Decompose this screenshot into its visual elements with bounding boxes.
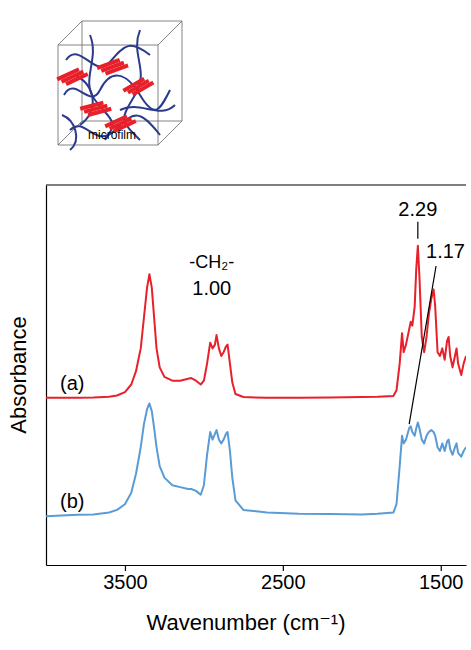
x-tick-mark xyxy=(441,565,442,571)
annotation-leader xyxy=(409,266,436,424)
crystal-stack xyxy=(80,99,112,118)
annotation: 1.00 xyxy=(192,277,231,299)
x-axis-title: Wavenumber (cm⁻¹) xyxy=(146,610,345,635)
cube-edge xyxy=(158,121,182,145)
crystal-sheet xyxy=(65,72,88,86)
crystal-stack xyxy=(122,74,154,99)
y-axis-line xyxy=(46,186,47,566)
polymer-chain xyxy=(64,76,170,110)
x-tick-mark xyxy=(283,565,284,571)
annotation-tick xyxy=(417,222,418,239)
polymer-chain xyxy=(75,75,93,125)
crystal-stack xyxy=(56,65,88,89)
texts: (a) (b) -CH₂- 1.00 2.29 1.17 Wavenumber (cm⁻¹)… xyxy=(6,198,465,635)
frame-top xyxy=(46,184,466,185)
cube-edge xyxy=(58,121,82,145)
series-label: (b) xyxy=(60,490,84,512)
cube-edge xyxy=(158,21,182,45)
polymer-chain xyxy=(120,105,175,111)
inset-cube: microfilm xyxy=(56,21,182,150)
chart: 3500 2500 1500 (a) (b) -CH₂- 1.00 2.29 1.17 Waven… xyxy=(0,0,471,650)
annotation: 1.17 xyxy=(426,240,465,262)
y-axis-title: Absorbance xyxy=(6,316,31,433)
inset-label: microfilm xyxy=(88,128,136,142)
crystal-sheet xyxy=(88,107,112,117)
x-tick: 1500 xyxy=(419,565,464,593)
cube-edge xyxy=(58,45,158,46)
cube-edge xyxy=(58,21,82,45)
annotation: 2.29 xyxy=(398,198,437,220)
crystal-sheet xyxy=(105,63,129,75)
x-tick: 3500 xyxy=(103,565,147,593)
x-tick-mark xyxy=(125,565,126,571)
x-tick-label: 1500 xyxy=(419,571,464,593)
cube-edge xyxy=(182,21,183,121)
annotation: -CH₂- xyxy=(189,252,234,272)
x-tick-label: 2500 xyxy=(261,571,306,593)
cube-edge xyxy=(58,45,59,145)
x-axis: 3500 2500 1500 xyxy=(47,565,467,593)
y-axis xyxy=(46,186,47,566)
crystal-stack xyxy=(96,56,128,78)
x-tick-label: 3500 xyxy=(103,571,147,593)
cube-edge xyxy=(158,45,159,145)
plot-area xyxy=(46,246,466,517)
series-label: (a) xyxy=(60,372,84,394)
x-axis-line xyxy=(47,565,467,566)
spectrum-line xyxy=(46,246,466,398)
x-tick: 2500 xyxy=(261,565,306,593)
crystal-sheet xyxy=(132,81,155,96)
spectrum-line xyxy=(46,404,466,517)
polymer-chain xyxy=(62,115,76,150)
cube-edge xyxy=(82,21,182,22)
